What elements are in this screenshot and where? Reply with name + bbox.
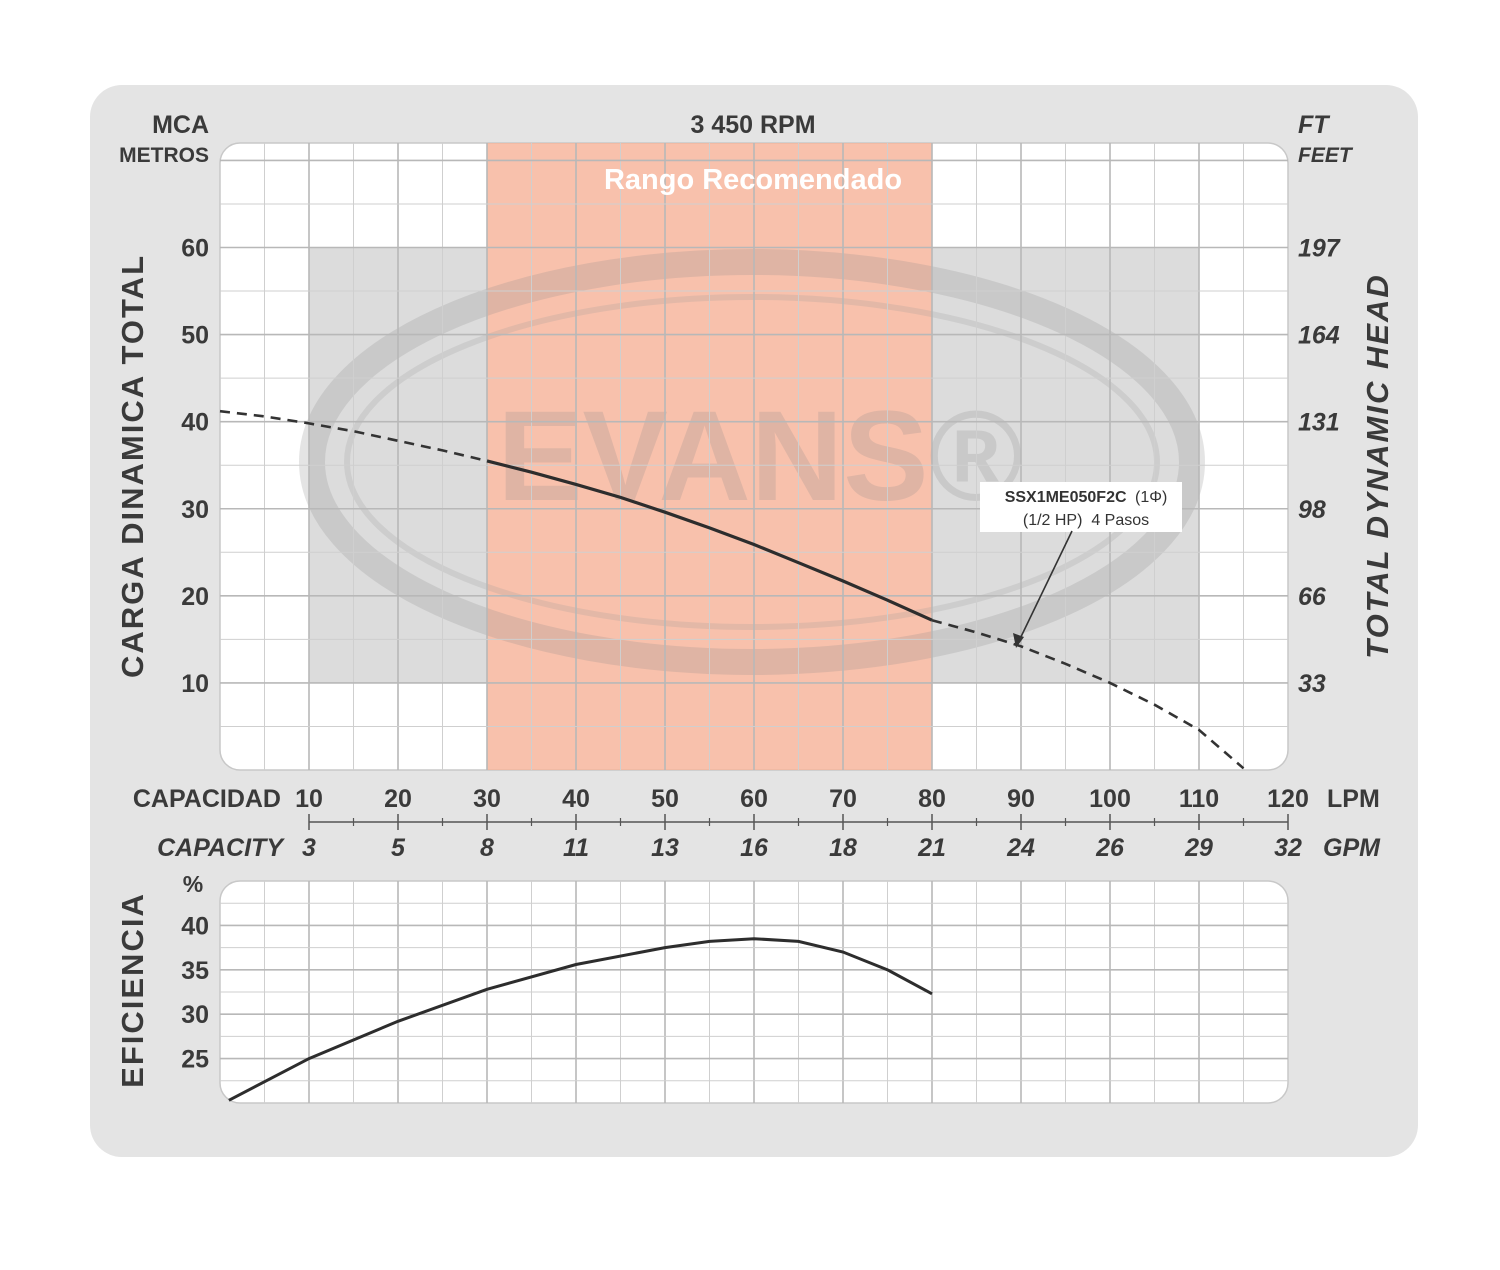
annotation-phase: (1Φ) — [1135, 489, 1167, 506]
y-axis-label-right: TOTAL DYNAMIC HEAD — [1360, 273, 1395, 659]
head-curve-dashed-right — [931, 618, 1245, 770]
y-tick-left: 50 — [181, 322, 209, 350]
x-tick-label-secondary: 8 — [480, 834, 494, 862]
efficiency-y-label: EFICIENCIA — [115, 892, 150, 1088]
evans-watermark: EVANS® — [299, 249, 1205, 675]
efficiency-curve — [228, 937, 933, 1102]
head-y-ticks-right: 33 66 98 131 164 197 — [1298, 235, 1341, 698]
x-tick-label-secondary: 3 — [302, 834, 316, 862]
x-tick-label: 50 — [651, 785, 679, 813]
x-tick-label: 20 — [384, 785, 412, 813]
efficiency-line — [228, 937, 933, 1102]
x-tick-label: 10 — [295, 785, 323, 813]
y-tick-right: 33 — [1298, 670, 1326, 698]
efficiency-unit: % — [183, 871, 203, 897]
y-tick-left: 30 — [181, 496, 209, 524]
x-tick-label-secondary: 18 — [829, 834, 857, 862]
watermark-text: EVANS® — [497, 385, 1023, 528]
x-tick-label-secondary: 26 — [1095, 834, 1125, 862]
x-tick-label-secondary: 21 — [917, 834, 946, 862]
y-tick-right: 197 — [1298, 235, 1341, 263]
x-unit: LPM — [1327, 785, 1380, 813]
eff-y-tick: 40 — [181, 912, 209, 940]
y-tick-left: 20 — [181, 583, 209, 611]
x-tick-label-secondary: 32 — [1274, 834, 1302, 862]
left-unit-sub: METROS — [119, 144, 209, 167]
annotation-line-1: SSX1ME050F2C (1Φ) — [1005, 489, 1168, 506]
x-axis-label: CAPACIDAD — [133, 785, 281, 813]
annotation-arrow — [1017, 530, 1073, 644]
x-tick-label: 80 — [918, 785, 946, 813]
y-tick-left: 40 — [181, 409, 209, 437]
title: 3 450 RPM — [690, 111, 815, 139]
annotation-box — [980, 482, 1182, 532]
eff-y-tick: 35 — [181, 957, 209, 985]
x-tick-label: 110 — [1179, 785, 1219, 813]
recommended-range-label: Rango Recomendado — [604, 164, 902, 196]
annotation-detail: (1/2 HP) 4 Pasos — [1023, 512, 1149, 529]
x-tick-label: 40 — [562, 785, 590, 813]
x-tick-label: 70 — [829, 785, 857, 813]
x-tick-label-secondary: 11 — [563, 834, 589, 862]
x-axis-label-secondary: CAPACITY — [157, 834, 285, 862]
x-tick-label: 30 — [473, 785, 501, 813]
head-y-ticks-left: 10 20 30 40 50 60 — [181, 235, 209, 698]
head-grid — [220, 143, 1288, 770]
y-axis-label-left: CARGA DINAMICA TOTAL — [115, 254, 150, 678]
y-tick-right: 98 — [1298, 496, 1326, 524]
efficiency-y-ticks: 25 30 35 40 — [181, 912, 209, 1073]
head-curve-solid — [486, 459, 933, 622]
eff-y-tick: 25 — [181, 1046, 209, 1074]
x-tick-label: 90 — [1007, 785, 1035, 813]
x-tick-label: 100 — [1089, 785, 1131, 813]
y-tick-right: 164 — [1298, 322, 1340, 350]
x-tick-label-secondary: 29 — [1184, 834, 1213, 862]
x-tick-label: 120 — [1267, 785, 1309, 813]
y-tick-left: 10 — [181, 670, 209, 698]
head-curve — [219, 409, 1245, 770]
head-curve-dashed-left — [219, 409, 488, 463]
left-unit: MCA — [152, 111, 209, 139]
x-tick-label-secondary: 24 — [1006, 834, 1035, 862]
eff-y-tick: 30 — [181, 1001, 209, 1029]
x-tick-label-secondary: 13 — [651, 834, 679, 862]
efficiency-grid — [220, 881, 1288, 1103]
capacity-axis: 10 3 20 5 30 8 40 11 50 13 60 16 70 18 80 21 90 24 100 26 11… — [295, 785, 1309, 862]
y-tick-left: 60 — [181, 235, 209, 263]
y-tick-right: 131 — [1298, 409, 1340, 437]
x-tick-label: 60 — [740, 785, 768, 813]
right-unit: FT — [1298, 111, 1331, 139]
x-tick-label-secondary: 5 — [391, 834, 406, 862]
annotation-model: SSX1ME050F2C — [1005, 489, 1127, 506]
annotation-arrowhead — [1013, 633, 1024, 648]
right-unit-sub: FEET — [1298, 144, 1354, 167]
x-tick-label-secondary: 16 — [740, 834, 769, 862]
y-tick-right: 66 — [1298, 583, 1327, 611]
model-annotation: SSX1ME050F2C (1Φ) (1/2 HP) 4 Pasos — [980, 482, 1182, 648]
x-unit-secondary: GPM — [1323, 834, 1381, 862]
